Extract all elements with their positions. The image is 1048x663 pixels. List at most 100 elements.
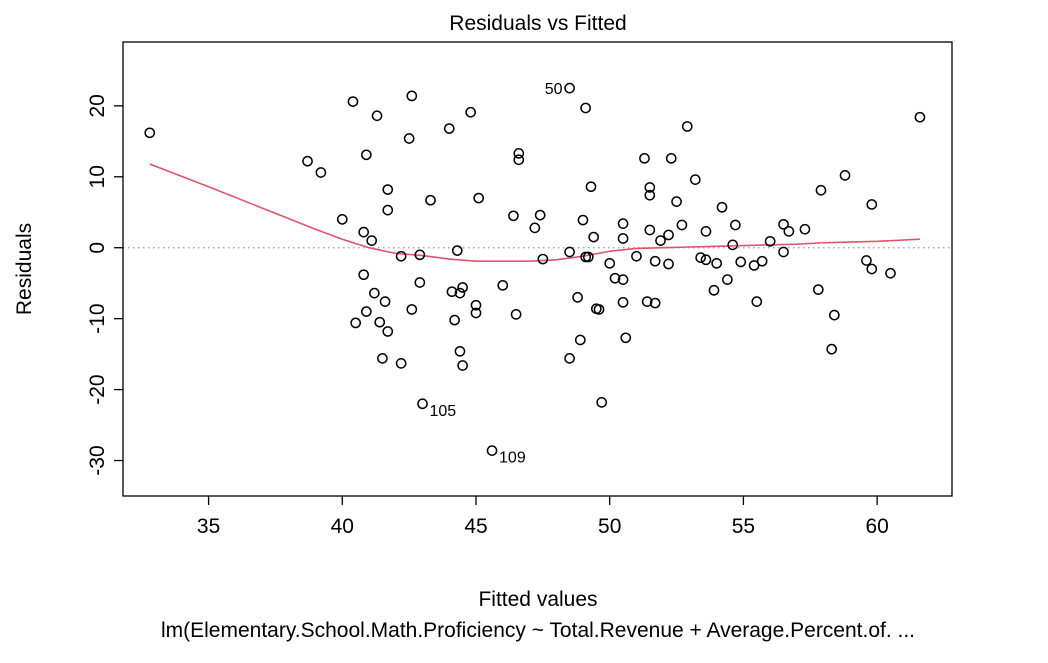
data-point xyxy=(655,235,666,246)
data-point xyxy=(617,233,629,244)
data-point xyxy=(730,219,741,231)
data-point xyxy=(361,149,372,161)
data-point xyxy=(593,304,605,315)
data-point xyxy=(649,255,661,267)
data-point xyxy=(358,269,370,281)
data-point xyxy=(377,353,388,364)
data-point xyxy=(722,274,733,285)
data-point xyxy=(885,267,896,279)
x-axis: 35 40 45 50 55 60 xyxy=(197,496,889,538)
data-point xyxy=(663,258,674,270)
data-point xyxy=(454,345,466,357)
data-point xyxy=(815,184,827,196)
data-point xyxy=(609,272,621,284)
data-point xyxy=(644,182,656,193)
x-axis-title: Fitted values xyxy=(478,588,597,611)
data-point xyxy=(695,252,706,263)
x-tick-label: 50 xyxy=(598,515,621,538)
data-point xyxy=(497,279,509,291)
y-tick-label: 10 xyxy=(86,165,109,188)
data-point xyxy=(914,111,926,123)
data-point xyxy=(366,235,378,246)
data-point xyxy=(406,304,418,315)
data-point xyxy=(574,334,586,346)
data-point xyxy=(347,96,359,107)
data-point xyxy=(425,194,436,206)
data-point xyxy=(395,250,407,262)
data-point xyxy=(756,255,768,267)
data-point xyxy=(395,358,407,369)
data-point xyxy=(350,317,361,329)
data-point xyxy=(708,284,720,296)
data-point xyxy=(572,292,583,303)
data-point xyxy=(470,299,482,311)
data-point xyxy=(537,253,549,265)
data-point xyxy=(470,307,482,319)
data-point xyxy=(382,204,394,216)
data-point xyxy=(604,257,616,269)
data-point xyxy=(812,284,824,295)
data-point xyxy=(382,326,394,337)
x-tick-label: 60 xyxy=(865,515,888,538)
data-point xyxy=(379,296,391,307)
data-point xyxy=(582,251,594,263)
data-point xyxy=(361,306,372,317)
chart-subtitle: lm(Elementary.School.Math.Proficiency ~ … xyxy=(161,619,915,642)
data-point xyxy=(778,246,789,258)
data-point xyxy=(665,152,677,164)
data-point xyxy=(716,201,728,213)
data-point xyxy=(778,218,789,230)
data-point xyxy=(681,121,693,132)
data-point xyxy=(580,102,591,114)
data-point xyxy=(711,257,723,269)
data-point xyxy=(315,167,327,178)
data-point xyxy=(406,90,418,102)
data-point xyxy=(866,199,878,210)
data-point xyxy=(861,255,872,266)
y-tick-label: -10 xyxy=(86,303,109,333)
data-point xyxy=(783,226,795,237)
x-tick-label: 35 xyxy=(197,515,220,538)
y-tick-label: 20 xyxy=(86,94,109,117)
y-tick-label: 0 xyxy=(86,242,109,254)
data-point xyxy=(403,133,415,144)
data-point xyxy=(751,296,763,307)
data-point xyxy=(529,222,541,234)
data-point xyxy=(735,256,747,268)
data-point xyxy=(564,82,575,94)
data-point xyxy=(358,226,370,238)
data-point xyxy=(414,249,426,261)
data-point xyxy=(457,282,468,293)
data-point xyxy=(457,360,468,371)
point-label: 50 xyxy=(545,81,563,98)
data-point xyxy=(826,343,838,355)
chart-title: Residuals vs Fitted xyxy=(449,12,626,35)
data-point xyxy=(799,223,811,235)
data-point xyxy=(617,218,629,229)
data-point xyxy=(534,209,546,221)
data-point xyxy=(449,314,460,326)
data-point xyxy=(748,260,760,271)
data-point xyxy=(508,210,519,222)
data-point xyxy=(144,127,156,139)
data-point xyxy=(689,174,701,185)
data-point xyxy=(510,309,522,320)
data-point xyxy=(486,445,498,456)
data-point xyxy=(382,184,394,195)
data-point xyxy=(513,148,525,159)
data-point xyxy=(417,398,428,410)
data-point xyxy=(577,214,589,226)
y-axis: -30 -20 -10 0 10 20 xyxy=(86,94,123,476)
data-point xyxy=(414,277,426,288)
data-point xyxy=(649,297,661,309)
data-point xyxy=(443,123,455,134)
data-point xyxy=(374,316,386,328)
data-point xyxy=(866,263,878,275)
data-point xyxy=(727,239,739,251)
data-point xyxy=(585,181,597,193)
point-label: 109 xyxy=(499,450,526,467)
data-point xyxy=(371,110,383,122)
data-point xyxy=(617,274,629,285)
